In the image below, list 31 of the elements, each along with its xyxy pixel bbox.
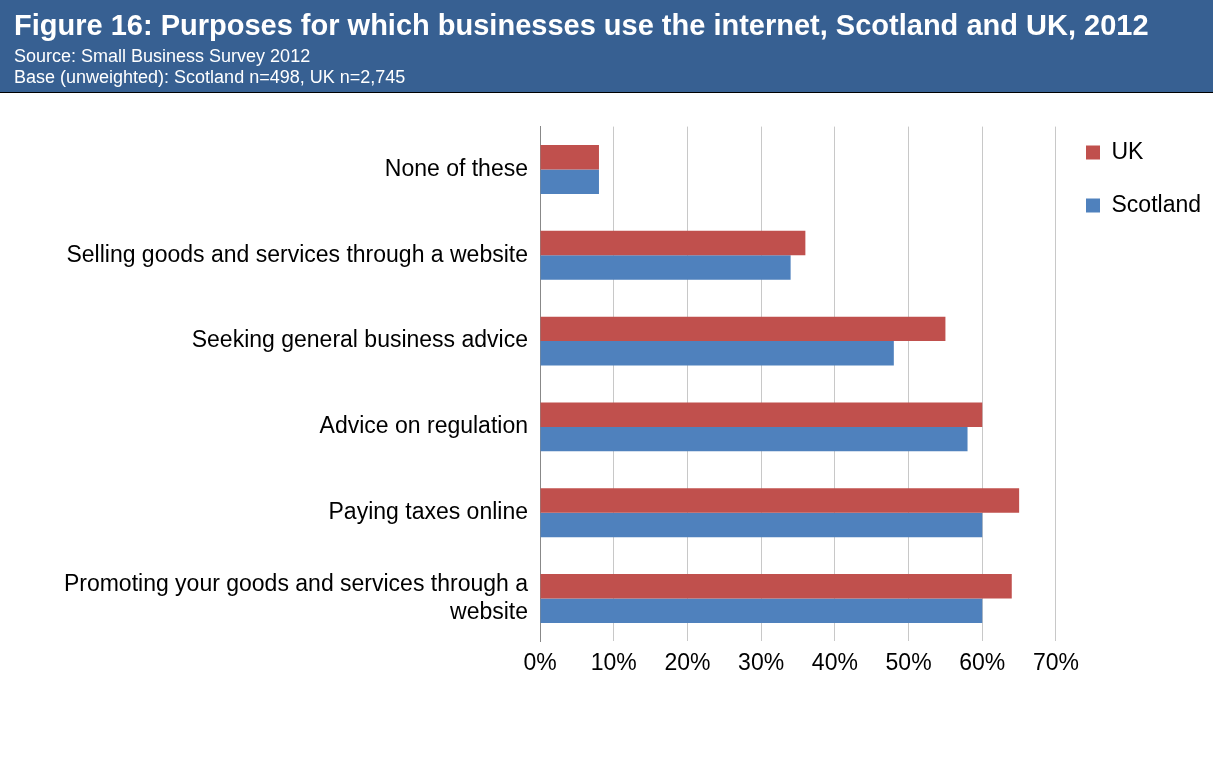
x-tick-label: 10% [590,648,637,675]
x-tick-label: 70% [1032,648,1080,675]
bar [540,426,968,452]
y-tick-label: None of these [384,154,528,181]
bar [540,488,1020,513]
x-tick-label: 40% [811,648,858,675]
bar [540,316,946,342]
bar [540,230,806,256]
bar [540,512,983,538]
x-tick-label: 20% [664,648,711,675]
bar [540,169,599,194]
bar [540,598,983,623]
x-tick-label: 0% [523,648,557,675]
legend-label: Scotland [1111,190,1202,217]
x-tick-label: 60% [959,648,1006,675]
bar [540,255,791,280]
legend-label: UK [1111,137,1145,164]
y-tick-label: Seeking general business advice [191,326,528,353]
chart-title: Figure 16: Purposes for which businesses use the internet, Scotland and UK, 2012 [14,8,1150,42]
bar [540,341,894,366]
bar [540,574,1012,599]
y-tick-label: Selling goods and services through a website [66,240,528,267]
x-tick-label: 30% [738,648,785,675]
text: Source: Small Business Survey 2012 [14,46,312,67]
y-tick-label: Advice on regulation [319,412,528,439]
x-tick-label: 50% [885,648,932,675]
text: Base (unweighted): Scotland n=498, UK n=2,745 [14,67,407,88]
y-tick-label: Promoting your goods and services through a website [63,570,529,624]
bar [540,145,599,170]
y-tick-label: Paying taxes online [328,498,528,525]
bar [540,402,983,427]
